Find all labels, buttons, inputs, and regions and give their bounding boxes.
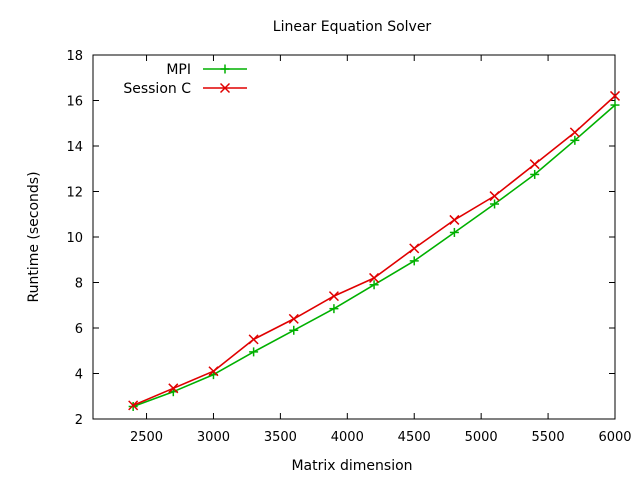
legend-label-mpi: MPI	[166, 62, 191, 78]
y-tick-label: 18	[66, 49, 83, 64]
legend-marker-mpi	[220, 64, 230, 74]
legend-marker-session-c	[219, 82, 231, 94]
x-tick-label: 3000	[197, 430, 230, 445]
y-axis-label: Runtime (seconds)	[26, 171, 42, 302]
data-point-session-c	[529, 159, 540, 170]
series-line-session-c	[132, 95, 616, 407]
data-point-mpi	[249, 347, 259, 357]
data-point-mpi	[329, 304, 339, 314]
y-tick-label: 2	[75, 413, 83, 428]
y-axis: 2 4 6 8 10 12 14 16 18	[66, 49, 615, 428]
data-point-mpi	[570, 135, 580, 145]
data-point-mpi	[369, 280, 379, 290]
x-tick-label: 3500	[264, 430, 297, 445]
data-point-session-c	[208, 366, 219, 377]
plot-area-border	[92, 54, 616, 420]
data-point-session-c	[489, 191, 500, 202]
legend-label-session-c: Session C	[123, 81, 191, 97]
y-tick-label: 12	[66, 186, 83, 201]
data-point-session-c	[369, 272, 380, 283]
x-tick-label: 4000	[331, 430, 364, 445]
data-point-session-c	[409, 243, 420, 254]
y-tick-label: 14	[66, 140, 83, 155]
y-tick-label: 8	[75, 277, 83, 292]
y-tick-label: 4	[75, 368, 83, 383]
x-tick-label: 4500	[398, 430, 431, 445]
x-tick-label: 2500	[130, 430, 163, 445]
y-tick-label: 10	[66, 231, 83, 246]
chart-title: Linear Equation Solver	[273, 19, 432, 35]
data-point-mpi	[449, 227, 459, 237]
y-tick-label: 16	[66, 95, 83, 110]
data-point-session-c	[168, 383, 179, 394]
x-axis-label: Matrix dimension	[291, 458, 412, 474]
legend: MPI Session C	[123, 62, 247, 97]
x-tick-label: 5000	[465, 430, 498, 445]
data-point-session-c	[128, 400, 139, 411]
data-point-session-c	[328, 291, 339, 302]
data-point-mpi	[610, 100, 620, 110]
x-axis: 2500 3000 3500 4000 4500 5000 5500 6000	[130, 55, 632, 445]
x-tick-label: 5500	[532, 430, 565, 445]
data-point-session-c	[288, 313, 299, 324]
data-point-mpi	[128, 401, 138, 411]
data-point-mpi	[409, 256, 419, 266]
series-layer	[128, 90, 621, 411]
data-point-session-c	[569, 127, 580, 138]
y-tick-label: 6	[75, 322, 83, 337]
data-point-session-c	[609, 90, 621, 101]
data-point-session-c	[248, 334, 259, 345]
data-point-mpi	[289, 325, 299, 335]
data-point-mpi	[490, 199, 500, 209]
data-point-mpi	[530, 169, 540, 179]
data-point-session-c	[449, 214, 460, 225]
x-tick-label: 6000	[598, 430, 631, 445]
series-line-mpi	[132, 104, 616, 408]
